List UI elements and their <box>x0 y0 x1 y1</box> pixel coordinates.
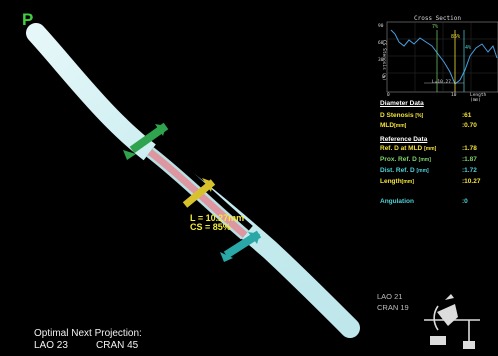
x-tick: 10 <box>451 93 457 98</box>
diameter-data-panel: Diameter Data D Stenosis [%] :61 MLD[mm]… <box>380 100 498 129</box>
y-axis-label: CS Stenosis (%) <box>381 40 386 81</box>
proximal-marker-label: 7% <box>432 24 439 30</box>
lao-angle: LAO 21 <box>377 292 403 301</box>
cross-section-graph <box>386 21 498 93</box>
x-tick: 0 <box>387 93 390 98</box>
y-tick: 90 <box>378 24 384 29</box>
y-tick: 60 <box>378 41 384 46</box>
reference-data-panel: Reference Data Ref. D at MLD [mm] :1.78 … <box>380 136 498 185</box>
mld-marker-label: 85% <box>451 34 461 40</box>
length-readout: L=10.27 <box>432 80 451 85</box>
cran-angle: CRAN 19 <box>377 303 409 312</box>
lesion-cs-label: CS = 85% <box>190 222 231 232</box>
proximal-reference-marker <box>123 122 169 160</box>
mld-marker <box>182 178 216 208</box>
x-axis-label: Length (mm) <box>470 93 487 103</box>
lesion-length-label: L = 10.27mm <box>190 213 245 223</box>
distal-marker-label: 4% <box>465 45 472 51</box>
y-tick: 30 <box>378 58 384 63</box>
c-arm-orientation-icon <box>424 294 480 349</box>
optimal-cran: CRAN 45 <box>96 340 139 351</box>
graph-title: Cross Section <box>414 15 461 22</box>
optimal-projection-title: Optimal Next Projection: <box>34 328 142 339</box>
y-tick: 0 <box>382 75 385 80</box>
diameter-data-title: Diameter Data <box>380 100 424 107</box>
optimal-lao: LAO 23 <box>34 340 68 351</box>
reference-data-title: Reference Data <box>380 136 428 143</box>
panel-marker-p: P <box>22 10 34 29</box>
distal-reference-marker <box>220 230 262 262</box>
